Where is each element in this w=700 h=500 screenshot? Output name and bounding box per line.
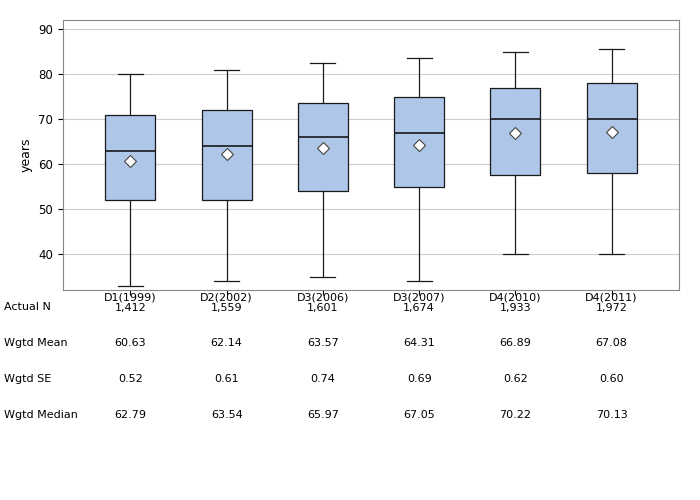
Text: 0.62: 0.62 xyxy=(503,374,528,384)
Text: 0.74: 0.74 xyxy=(310,374,335,384)
Text: 1,674: 1,674 xyxy=(403,302,435,312)
Text: 63.57: 63.57 xyxy=(307,338,339,348)
PathPatch shape xyxy=(105,114,155,200)
Text: 62.14: 62.14 xyxy=(211,338,243,348)
Text: 67.05: 67.05 xyxy=(403,410,435,420)
Text: Wgtd Median: Wgtd Median xyxy=(4,410,78,420)
Text: 1,601: 1,601 xyxy=(307,302,339,312)
Text: 1,559: 1,559 xyxy=(211,302,242,312)
PathPatch shape xyxy=(587,83,637,173)
Text: 0.69: 0.69 xyxy=(407,374,431,384)
Text: D2(2002): D2(2002) xyxy=(200,292,253,302)
Text: 0.60: 0.60 xyxy=(599,374,624,384)
Text: 65.97: 65.97 xyxy=(307,410,339,420)
Text: D4(2010): D4(2010) xyxy=(489,292,542,302)
PathPatch shape xyxy=(490,88,540,176)
Text: Wgtd Mean: Wgtd Mean xyxy=(4,338,67,348)
Y-axis label: years: years xyxy=(20,138,33,172)
Text: 70.22: 70.22 xyxy=(499,410,531,420)
PathPatch shape xyxy=(298,104,348,191)
Text: 62.79: 62.79 xyxy=(114,410,146,420)
Text: Actual N: Actual N xyxy=(4,302,50,312)
Text: 64.31: 64.31 xyxy=(403,338,435,348)
Text: D3(2007): D3(2007) xyxy=(393,292,445,302)
Text: Wgtd SE: Wgtd SE xyxy=(4,374,50,384)
PathPatch shape xyxy=(394,96,444,186)
Text: D1(1999): D1(1999) xyxy=(104,292,157,302)
Text: 1,972: 1,972 xyxy=(596,302,628,312)
Text: 0.61: 0.61 xyxy=(214,374,239,384)
Text: 1,412: 1,412 xyxy=(115,302,146,312)
Text: 67.08: 67.08 xyxy=(596,338,628,348)
Text: 0.52: 0.52 xyxy=(118,374,143,384)
Text: 1,933: 1,933 xyxy=(500,302,531,312)
PathPatch shape xyxy=(202,110,252,200)
Text: 60.63: 60.63 xyxy=(115,338,146,348)
Text: D3(2006): D3(2006) xyxy=(297,292,349,302)
Text: 70.13: 70.13 xyxy=(596,410,627,420)
Text: 63.54: 63.54 xyxy=(211,410,242,420)
Text: 66.89: 66.89 xyxy=(499,338,531,348)
Text: D4(2011): D4(2011) xyxy=(585,292,638,302)
